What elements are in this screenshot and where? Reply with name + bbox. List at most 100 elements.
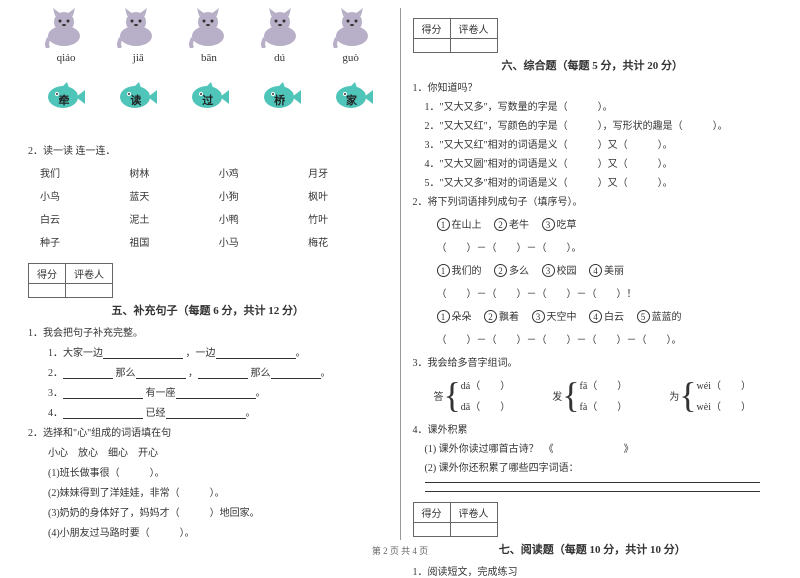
word: 树林 xyxy=(129,165,208,180)
polyphone-groups: 答 { dá（ ） dā（ ） 发 { fā（ ） fà（ ） 为 { xyxy=(413,375,773,415)
cat-icon xyxy=(327,8,377,48)
text: 2． xyxy=(48,368,63,379)
blank[interactable] xyxy=(63,408,143,419)
word: 白云 xyxy=(40,211,119,226)
circled-num: 2 xyxy=(494,218,507,231)
q6-4-1: (1) 课外你读过哪首古诗？ 《 》 xyxy=(425,440,773,455)
fill-line: 4． 已经。 xyxy=(48,404,388,419)
answer-line[interactable] xyxy=(425,482,761,483)
word: 枫叶 xyxy=(308,188,387,203)
q6-1-1: 1．"又大又多"，写数量的字是（ ）。 xyxy=(425,98,773,113)
main-char: 为 xyxy=(669,388,679,403)
pinyin: jiā xyxy=(133,52,144,64)
pinyin: bān xyxy=(201,52,217,64)
seq-item: 白云 xyxy=(604,312,624,323)
text: ，一边 xyxy=(186,348,216,359)
reading: fà（ ） xyxy=(579,398,627,413)
q6-1: 1．你知道吗？ xyxy=(413,79,773,94)
circled-num: 1 xyxy=(437,310,450,323)
seq-item: 多么 xyxy=(509,266,529,277)
fish-char: 读 xyxy=(130,95,141,107)
seq-3: 1朵朵 2飘着 3天空中 4白云 5蓝蓝的 xyxy=(437,308,773,323)
q6-1-2: 2．"又大又红"，写颜色的字是（ ），写形状的趣是（ ）。 xyxy=(425,117,773,132)
reading: dā（ ） xyxy=(461,398,510,413)
blank[interactable] xyxy=(198,368,248,379)
column-divider xyxy=(400,8,401,540)
seq-item: 蓝蓝的 xyxy=(652,312,682,323)
cat-icon xyxy=(183,8,233,48)
q6-1-4: 4．"又大又圆"相对的词语是义（ ）又（ ）。 xyxy=(425,155,773,170)
word: 泥土 xyxy=(129,211,208,226)
cat-row xyxy=(28,8,388,48)
left-column: qiáo jiā bān dú guò 牵 读 过 桥 xyxy=(20,8,396,540)
fish-item: 读 xyxy=(111,82,161,128)
question-2: 2．读一读 连一连． xyxy=(28,142,388,157)
word: 竹叶 xyxy=(308,211,387,226)
reading: wèi（ ） xyxy=(697,398,751,413)
q5-2-2: (2)妹妹得到了洋娃娃，非常（ ）。 xyxy=(48,484,388,499)
seq-item: 飘着 xyxy=(499,312,519,323)
fill-line: 1．大家一边 ，一边。 xyxy=(48,344,388,359)
circled-num: 3 xyxy=(532,310,545,323)
cat-icon xyxy=(111,8,161,48)
circled-num: 1 xyxy=(437,264,450,277)
word: 祖国 xyxy=(129,234,208,249)
fish-row: 牵 读 过 桥 家 xyxy=(28,82,388,128)
q6-4-2: (2) 课外你还积累了哪些四字词语： xyxy=(425,459,773,474)
section-5-title: 五、补充句子（每题 6 分，共计 12 分） xyxy=(28,302,388,318)
seq-item: 美丽 xyxy=(604,266,624,277)
circled-num: 4 xyxy=(589,310,602,323)
seq-item: 老牛 xyxy=(509,220,529,231)
word: 小马 xyxy=(219,234,298,249)
text: 那么 xyxy=(251,368,271,379)
seq-2: 1我们的 2多么 3校园 4美丽 xyxy=(437,262,773,277)
q6-2: 2．将下列词语排列成句子（填序号）。 xyxy=(413,193,773,208)
circled-num: 1 xyxy=(437,218,450,231)
pinyin: dú xyxy=(274,52,285,64)
blank[interactable] xyxy=(166,408,246,419)
brace-icon: { xyxy=(562,377,579,413)
blank[interactable] xyxy=(63,388,143,399)
reading: dá（ ） xyxy=(461,377,510,392)
blank[interactable] xyxy=(271,368,321,379)
brace-icon: { xyxy=(443,377,460,413)
word: 小鸟 xyxy=(40,188,119,203)
fish-char: 家 xyxy=(346,95,357,107)
score-label: 得分 xyxy=(413,19,450,39)
fish-item: 牵 xyxy=(39,82,89,128)
seq-2-ans: （ ）－（ ）－（ ）－（ ）！ xyxy=(437,285,773,300)
seq-item: 我们的 xyxy=(452,266,482,277)
heart-words: 小心 放心 细心 开心 xyxy=(48,444,388,459)
grader-label: 评卷人 xyxy=(450,503,497,523)
blank[interactable] xyxy=(216,348,296,359)
section-6-title: 六、综合题（每题 5 分，共计 20 分） xyxy=(413,57,773,73)
seq-item: 朵朵 xyxy=(452,312,472,323)
text: 4． xyxy=(48,408,63,419)
fish-item: 家 xyxy=(327,82,377,128)
brace-icon: { xyxy=(679,377,696,413)
blank[interactable] xyxy=(103,348,183,359)
q7-1: 1．阅读短文，完成练习 xyxy=(413,563,773,578)
blank[interactable] xyxy=(63,368,113,379)
q5-2-4: (4)小朋友过马路时要（ ）。 xyxy=(48,524,388,539)
seq-item: 天空中 xyxy=(547,312,577,323)
char-group: 答 { dá（ ） dā（ ） xyxy=(433,377,510,413)
blank[interactable] xyxy=(176,388,256,399)
answer-line[interactable] xyxy=(425,491,761,492)
score-label: 得分 xyxy=(29,264,66,284)
score-label: 得分 xyxy=(413,503,450,523)
text: 那么 xyxy=(116,368,136,379)
text: 3． xyxy=(48,388,63,399)
grader-label: 评卷人 xyxy=(66,264,113,284)
reading: fā（ ） xyxy=(579,377,627,392)
score-box: 得分 评卷人 xyxy=(28,263,388,298)
q6-1-5: 5．"又大又多"相对的词语是义（ ）又（ ）。 xyxy=(425,174,773,189)
right-column: 得分 评卷人 六、综合题（每题 5 分，共计 20 分） 1．你知道吗？ 1．"… xyxy=(405,8,781,540)
pinyin: guò xyxy=(342,52,359,64)
fish-char: 桥 xyxy=(274,95,285,107)
section-7-title: 七、阅读题（每题 10 分，共计 10 分） xyxy=(413,541,773,557)
seq-item: 吃草 xyxy=(557,220,577,231)
blank[interactable] xyxy=(136,368,186,379)
word: 我们 xyxy=(40,165,119,180)
main-char: 答 xyxy=(433,388,443,403)
